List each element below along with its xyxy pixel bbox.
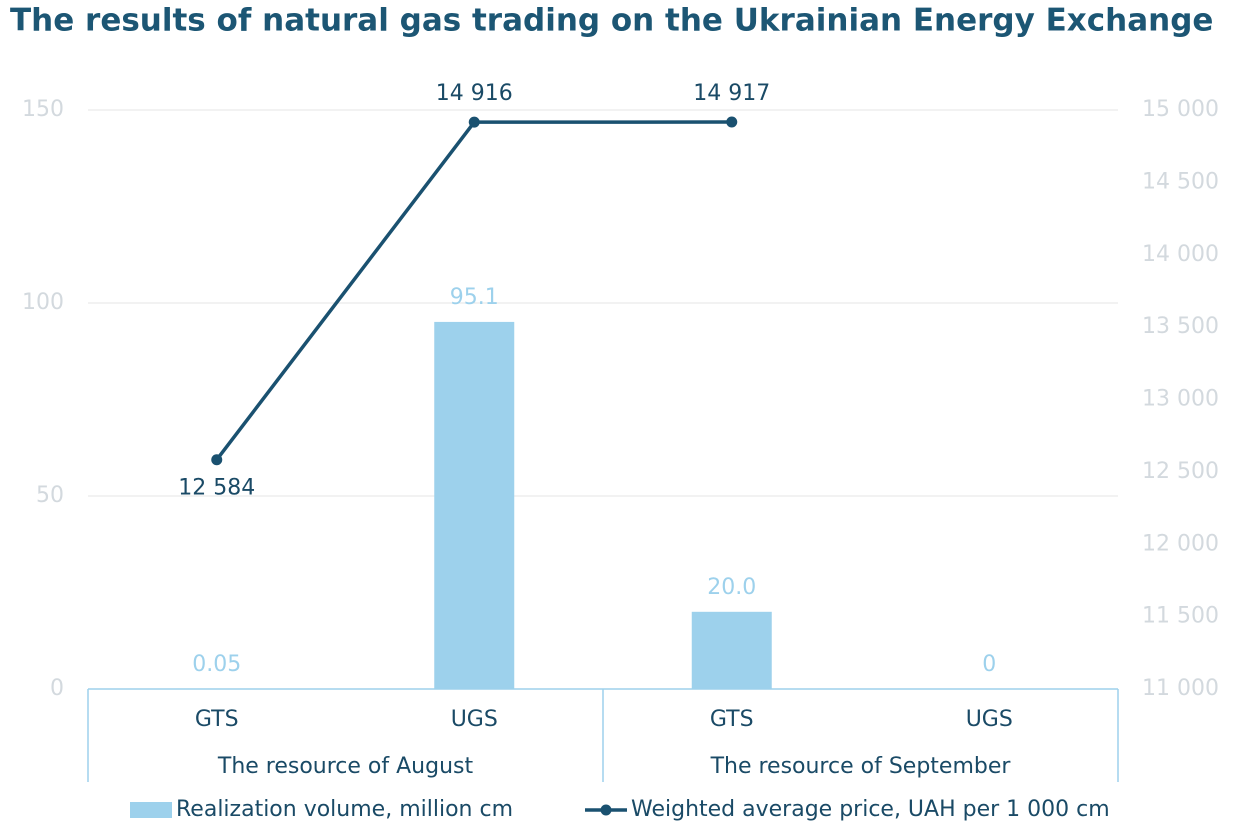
x-tick-label: GTS — [195, 707, 239, 732]
data-label: 14 916 — [436, 81, 513, 106]
data-label: 0.05 — [192, 652, 241, 677]
y-tick-label: 50 — [36, 483, 64, 508]
x-tick-label: GTS — [710, 707, 754, 732]
y2-tick-label: 14 500 — [1142, 169, 1219, 194]
y2-tick-label: 14 000 — [1142, 242, 1219, 267]
y2-tick-label: 13 500 — [1142, 314, 1219, 339]
data-label: 20.0 — [707, 575, 756, 600]
data-label: 14 917 — [693, 81, 770, 106]
data-label: 95.1 — [450, 285, 499, 310]
y-tick-label: 100 — [22, 290, 64, 315]
legend-label: Weighted average price, UAH per 1 000 cm — [631, 797, 1110, 822]
bar — [691, 611, 772, 689]
legend-swatch — [600, 804, 612, 816]
y2-tick-label: 11 500 — [1142, 604, 1219, 629]
line-point — [468, 116, 480, 128]
y2-tick-label: 12 000 — [1142, 531, 1219, 556]
chart-title: The results of natural gas trading on th… — [10, 3, 1213, 39]
y2-tick-label: 13 000 — [1142, 387, 1219, 412]
x-tick-label: UGS — [966, 707, 1013, 732]
x-tick-label: UGS — [451, 707, 498, 732]
bar — [434, 321, 515, 689]
legend-label: Realization volume, million cm — [176, 797, 513, 822]
legend-swatch — [130, 802, 172, 818]
y-tick-label: 0 — [50, 676, 64, 701]
y2-tick-label: 12 500 — [1142, 459, 1219, 484]
group-label: The resource of September — [710, 754, 1012, 779]
y2-tick-label: 15 000 — [1142, 97, 1219, 122]
data-label: 0 — [982, 652, 996, 677]
line-point — [211, 454, 223, 466]
y2-tick-label: 11 000 — [1142, 676, 1219, 701]
data-label: 12 584 — [178, 476, 255, 501]
line-point — [726, 116, 738, 128]
group-label: The resource of August — [217, 754, 474, 779]
y-tick-label: 150 — [22, 97, 64, 122]
